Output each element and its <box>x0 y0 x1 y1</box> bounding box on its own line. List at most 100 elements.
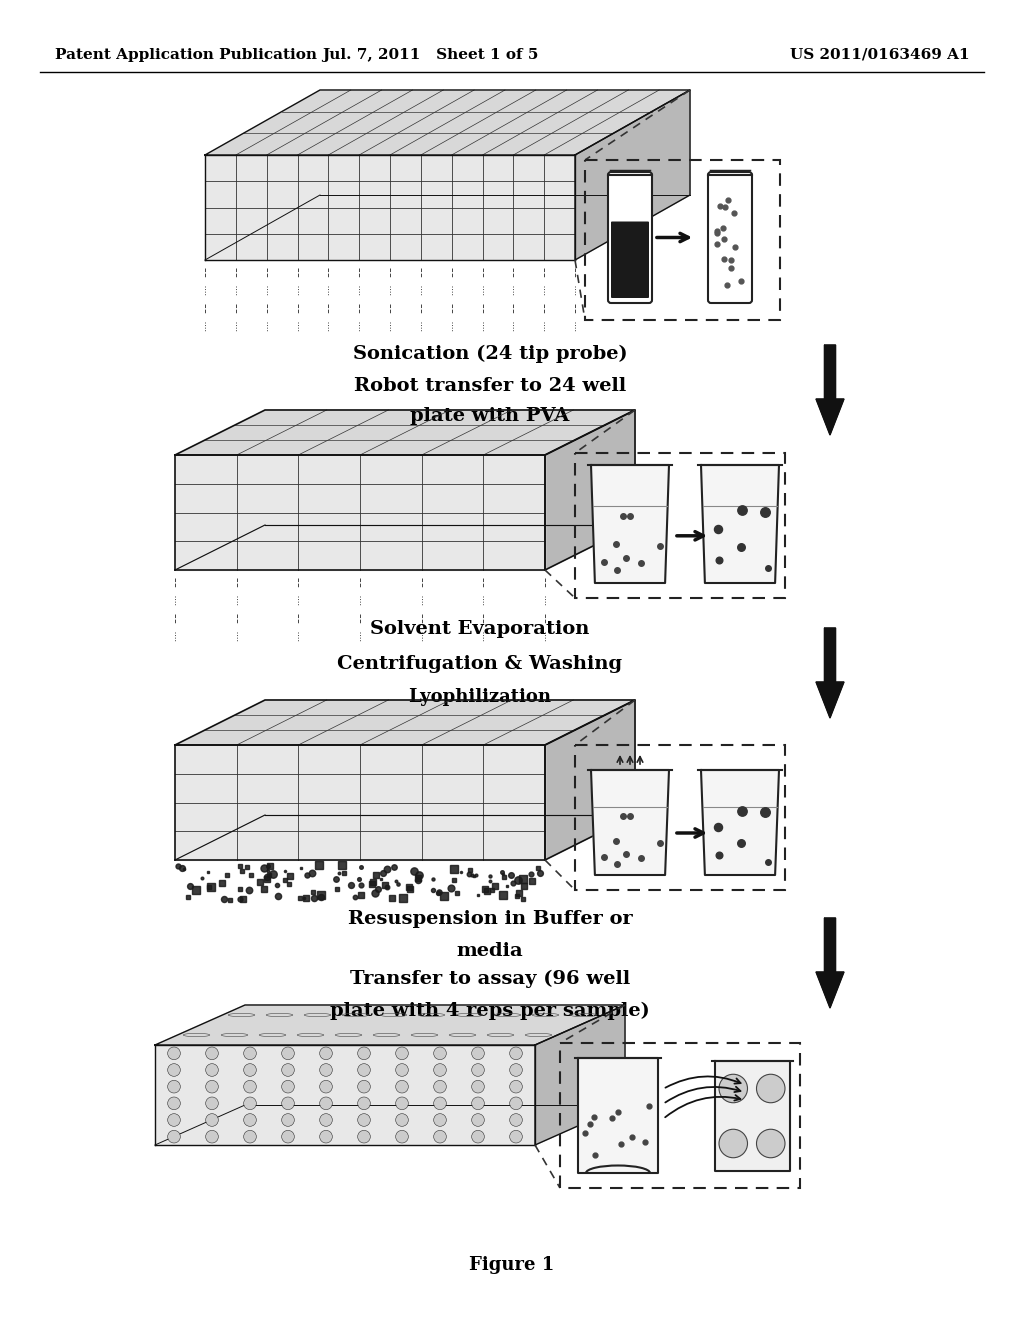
Circle shape <box>719 1129 748 1158</box>
Circle shape <box>168 1064 180 1076</box>
Polygon shape <box>175 455 545 570</box>
Polygon shape <box>155 1005 625 1045</box>
Circle shape <box>357 1114 371 1126</box>
Polygon shape <box>155 1045 535 1144</box>
Circle shape <box>206 1130 218 1143</box>
Polygon shape <box>175 411 635 455</box>
Circle shape <box>395 1130 409 1143</box>
Circle shape <box>434 1130 446 1143</box>
Circle shape <box>206 1097 218 1110</box>
Text: Transfer to assay (96 well: Transfer to assay (96 well <box>350 970 630 989</box>
FancyBboxPatch shape <box>708 172 752 304</box>
Circle shape <box>395 1114 409 1126</box>
Circle shape <box>319 1047 333 1060</box>
Circle shape <box>319 1130 333 1143</box>
Circle shape <box>510 1130 522 1143</box>
Circle shape <box>357 1047 371 1060</box>
Circle shape <box>757 1129 785 1158</box>
Circle shape <box>244 1064 256 1076</box>
Circle shape <box>472 1064 484 1076</box>
Text: Figure 1: Figure 1 <box>469 1257 555 1274</box>
Circle shape <box>244 1097 256 1110</box>
Circle shape <box>434 1047 446 1060</box>
Circle shape <box>472 1130 484 1143</box>
Circle shape <box>282 1080 294 1093</box>
Circle shape <box>206 1080 218 1093</box>
Circle shape <box>357 1130 371 1143</box>
Circle shape <box>510 1047 522 1060</box>
Circle shape <box>434 1064 446 1076</box>
Circle shape <box>357 1080 371 1093</box>
Polygon shape <box>701 770 779 875</box>
Circle shape <box>719 1074 748 1102</box>
Circle shape <box>282 1130 294 1143</box>
Circle shape <box>434 1114 446 1126</box>
Polygon shape <box>578 1059 658 1173</box>
Bar <box>575 453 785 598</box>
Polygon shape <box>816 628 844 718</box>
Circle shape <box>357 1097 371 1110</box>
Circle shape <box>357 1064 371 1076</box>
Text: media: media <box>457 942 523 960</box>
Circle shape <box>472 1080 484 1093</box>
Polygon shape <box>175 700 635 744</box>
Circle shape <box>319 1114 333 1126</box>
Polygon shape <box>575 90 690 260</box>
Text: Centrifugation & Washing: Centrifugation & Washing <box>338 655 623 673</box>
Text: Robot transfer to 24 well: Robot transfer to 24 well <box>354 378 626 395</box>
Circle shape <box>206 1047 218 1060</box>
Circle shape <box>244 1114 256 1126</box>
Text: Sonication (24 tip probe): Sonication (24 tip probe) <box>352 345 628 363</box>
Bar <box>575 744 785 890</box>
Polygon shape <box>535 1005 625 1144</box>
Polygon shape <box>715 1061 790 1171</box>
Circle shape <box>395 1097 409 1110</box>
Circle shape <box>395 1047 409 1060</box>
Polygon shape <box>816 345 844 436</box>
Text: Jul. 7, 2011   Sheet 1 of 5: Jul. 7, 2011 Sheet 1 of 5 <box>322 48 539 62</box>
Polygon shape <box>175 744 545 861</box>
Circle shape <box>319 1097 333 1110</box>
Circle shape <box>282 1047 294 1060</box>
Bar <box>585 160 780 319</box>
Circle shape <box>206 1064 218 1076</box>
Bar <box>612 210 648 220</box>
Circle shape <box>244 1047 256 1060</box>
Circle shape <box>472 1114 484 1126</box>
FancyBboxPatch shape <box>611 222 649 298</box>
Polygon shape <box>205 90 690 154</box>
Circle shape <box>395 1080 409 1093</box>
FancyBboxPatch shape <box>608 172 652 304</box>
Text: US 2011/0163469 A1: US 2011/0163469 A1 <box>791 48 970 62</box>
Circle shape <box>434 1097 446 1110</box>
Circle shape <box>319 1080 333 1093</box>
Circle shape <box>244 1130 256 1143</box>
Text: plate with PVA: plate with PVA <box>411 407 569 425</box>
Circle shape <box>395 1064 409 1076</box>
Polygon shape <box>816 917 844 1008</box>
Circle shape <box>472 1047 484 1060</box>
Circle shape <box>434 1080 446 1093</box>
Circle shape <box>244 1080 256 1093</box>
Text: Solvent Evaporation: Solvent Evaporation <box>371 620 590 638</box>
Circle shape <box>282 1064 294 1076</box>
Circle shape <box>168 1130 180 1143</box>
Polygon shape <box>701 465 779 583</box>
Circle shape <box>206 1114 218 1126</box>
Circle shape <box>319 1064 333 1076</box>
Circle shape <box>510 1064 522 1076</box>
Polygon shape <box>545 700 635 861</box>
Circle shape <box>168 1097 180 1110</box>
Text: Lyophilization: Lyophilization <box>409 688 552 706</box>
Bar <box>560 1043 800 1188</box>
Circle shape <box>168 1080 180 1093</box>
Circle shape <box>510 1114 522 1126</box>
Circle shape <box>472 1097 484 1110</box>
Circle shape <box>510 1080 522 1093</box>
Circle shape <box>168 1047 180 1060</box>
Polygon shape <box>205 154 575 260</box>
Text: Resuspension in Buffer or: Resuspension in Buffer or <box>347 909 633 928</box>
Polygon shape <box>591 465 669 583</box>
Circle shape <box>282 1114 294 1126</box>
Circle shape <box>168 1114 180 1126</box>
